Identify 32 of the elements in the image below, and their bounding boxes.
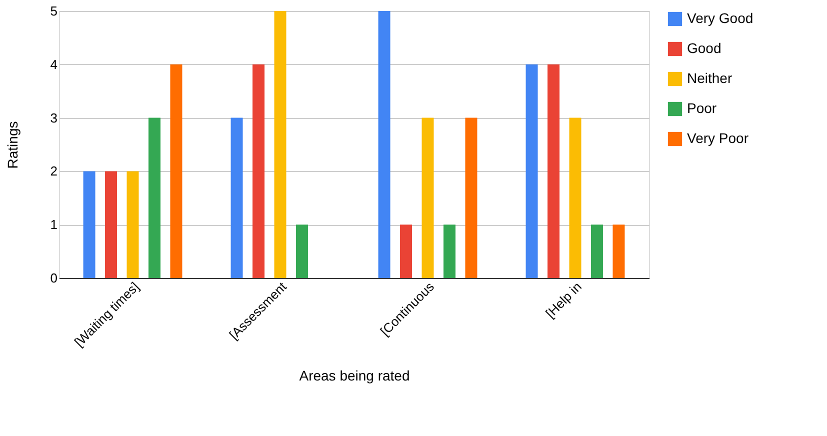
legend-label: Neither [687,70,732,86]
bar [126,171,139,278]
bar [526,64,538,278]
bar [400,224,412,278]
bar [296,224,308,278]
bar [252,64,265,278]
bar [274,11,286,278]
legend-label: Very Poor [687,130,749,146]
bar [170,64,182,278]
y-tick-label: 0 [50,270,58,286]
y-tick-label: 5 [50,4,58,18]
bar [590,224,603,278]
y-tick-label: 2 [50,164,58,179]
y-tick-label: 4 [50,56,58,72]
bar [83,171,96,278]
y-tick-label: 3 [50,110,58,126]
bar [378,11,390,278]
x-axis-title: Areas being rated [299,368,410,384]
bar [105,171,118,278]
bar [230,118,243,278]
bar [612,224,625,278]
bar [548,64,560,278]
y-tick-label: 1 [50,217,58,232]
legend-label: Poor [687,100,717,116]
bar [443,224,456,278]
bar [422,118,434,278]
bar [465,118,478,278]
bar [569,118,582,278]
legend-label: Very Good [687,10,754,26]
y-axis-title: Ratings [4,121,20,169]
bar [148,118,160,278]
legend-label: Good [687,40,722,56]
